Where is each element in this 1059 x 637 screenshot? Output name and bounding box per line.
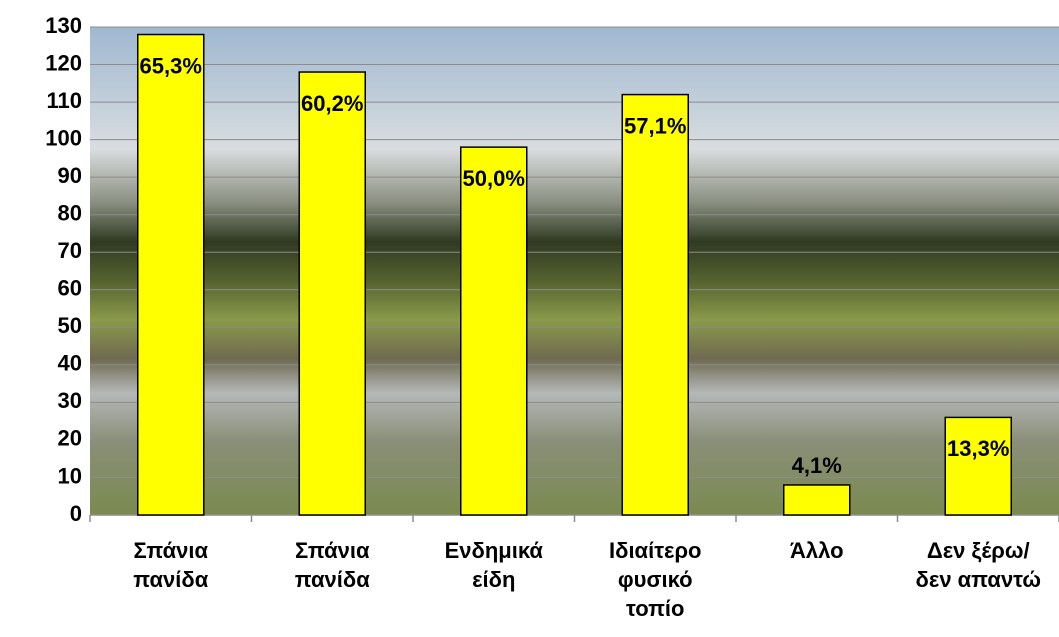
bar-label: 60,2%: [301, 91, 363, 116]
y-tick-label: 110: [47, 88, 83, 113]
y-tick-label: 50: [58, 313, 82, 338]
x-tick-label: Δεν ξέρω/δεν απαντώ: [915, 538, 1041, 592]
y-tick-label: 10: [58, 463, 82, 488]
bar-label: 65,3%: [140, 53, 202, 78]
y-tick-label: 90: [58, 163, 82, 188]
bar-label: 13,3%: [947, 436, 1009, 461]
x-tick-label: Ενδημικά είδη: [444, 538, 543, 592]
y-tick-label: 130: [45, 13, 82, 38]
bar: [944, 416, 1012, 516]
y-tick-label: 30: [58, 388, 82, 413]
y-tick-label: 80: [58, 201, 82, 226]
x-tick-label: Ιδιαίτερο φυσικό τοπίο: [608, 538, 702, 621]
bar: [137, 33, 205, 516]
y-tick-label: 60: [58, 276, 82, 301]
y-tick-label: 40: [58, 351, 82, 376]
x-tick-label: Άλλο: [789, 538, 844, 563]
y-tick-label: 70: [58, 238, 82, 263]
bar: [298, 71, 366, 516]
bar-label: 50,0%: [463, 166, 525, 191]
y-tick-label: 20: [58, 426, 82, 451]
y-tick-label: 0: [70, 501, 82, 526]
y-tick-label: 120: [45, 50, 82, 75]
bar-label: 57,1%: [624, 113, 686, 138]
bar: [621, 93, 689, 516]
x-tick-label: Σπάνια πανίδα: [133, 538, 209, 592]
y-tick-label: 100: [45, 125, 82, 150]
bar-label: 4,1%: [792, 453, 842, 478]
bar: [783, 484, 851, 516]
bar: [460, 146, 528, 516]
x-tick-label: Σπάνια πανίδα: [294, 538, 370, 592]
plot-background: [90, 27, 1059, 515]
